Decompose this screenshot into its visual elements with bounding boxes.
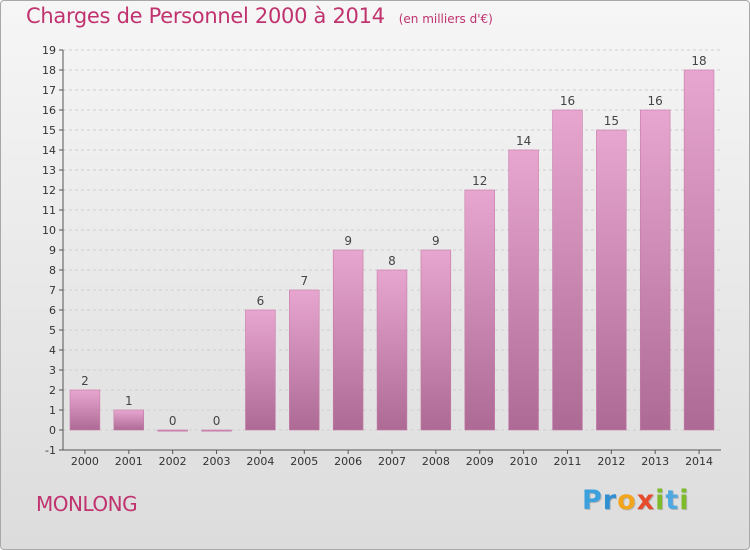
bar — [596, 129, 627, 431]
y-tick-label: 1 — [49, 404, 56, 417]
bar — [420, 249, 452, 431]
y-tick-label: 8 — [49, 264, 56, 277]
y-tick-label: 3 — [49, 364, 56, 377]
data-label: 0 — [213, 414, 221, 428]
data-label: 6 — [257, 294, 265, 308]
x-tick-label: 2011 — [553, 455, 581, 468]
x-tick-label: 2007 — [378, 455, 406, 468]
bar — [552, 109, 583, 431]
bar — [289, 289, 320, 431]
y-tick-label: 16 — [42, 104, 56, 117]
data-label: 7 — [300, 274, 308, 288]
logo-letter: r — [602, 485, 618, 516]
y-tick-label: 6 — [49, 304, 56, 317]
logo-letter: x — [636, 485, 656, 516]
y-tick-label: 19 — [42, 44, 56, 57]
bar — [639, 109, 671, 431]
bar — [245, 309, 276, 431]
y-tick-label: 13 — [42, 164, 56, 177]
x-tick-label: 2013 — [641, 455, 669, 468]
y-tick-label: 0 — [49, 424, 56, 437]
x-tick-label: 2008 — [422, 455, 450, 468]
bar — [201, 429, 232, 432]
y-tick-label: -1 — [45, 444, 56, 457]
y-tick-label: 5 — [49, 324, 56, 337]
bar — [464, 189, 495, 431]
logo-letter: i — [679, 485, 690, 516]
logo-letter: o — [617, 485, 637, 516]
data-label: 0 — [169, 414, 177, 428]
data-label: 1 — [125, 394, 133, 408]
data-label: 16 — [560, 94, 575, 108]
data-label: 16 — [648, 94, 663, 108]
data-label: 2 — [81, 374, 89, 388]
bar — [332, 249, 364, 431]
x-tick-label: 2014 — [685, 455, 713, 468]
x-tick-label: 2003 — [203, 455, 231, 468]
data-label: 9 — [432, 234, 440, 248]
y-tick-label: 14 — [42, 144, 56, 157]
x-tick-label: 2012 — [597, 455, 625, 468]
commune-name: MONLONG — [36, 492, 138, 516]
x-tick-label: 2002 — [159, 455, 187, 468]
y-tick-label: 9 — [49, 244, 56, 257]
proxiti-logo: Proxiti — [582, 485, 690, 516]
y-tick-label: 10 — [42, 224, 56, 237]
logo-letter: P — [582, 485, 603, 516]
x-tick-label: 2005 — [290, 455, 318, 468]
bar — [69, 389, 101, 431]
bar — [113, 409, 145, 431]
y-tick-label: 11 — [42, 204, 56, 217]
data-label: 15 — [604, 114, 619, 128]
y-tick-label: 12 — [42, 184, 56, 197]
data-label: 18 — [691, 54, 706, 68]
data-label: 14 — [516, 134, 531, 148]
bar — [508, 149, 539, 431]
logo-letter: i — [655, 485, 666, 516]
bar — [157, 429, 188, 432]
logo-letter: t — [665, 485, 680, 516]
data-label: 9 — [344, 234, 352, 248]
x-tick-label: 2006 — [334, 455, 362, 468]
y-tick-label: 2 — [49, 384, 56, 397]
x-tick-label: 2001 — [115, 455, 143, 468]
bar — [683, 69, 715, 431]
x-tick-label: 2004 — [246, 455, 274, 468]
chart-title: Charges de Personnel 2000 à 2014 — [26, 4, 385, 28]
y-tick-label: 18 — [42, 64, 56, 77]
chart-subtitle: (en milliers d'€) — [398, 12, 493, 26]
y-tick-label: 4 — [49, 344, 56, 357]
y-tick-label: 7 — [49, 284, 56, 297]
y-tick-label: 15 — [42, 124, 56, 137]
x-tick-label: 2000 — [71, 455, 99, 468]
bar — [376, 269, 408, 431]
x-tick-label: 2009 — [466, 455, 494, 468]
data-label: 8 — [388, 254, 396, 268]
y-tick-label: 17 — [42, 84, 56, 97]
data-label: 12 — [472, 174, 487, 188]
chart-title-row: Charges de Personnel 2000 à 2014 (en mill… — [26, 4, 493, 28]
x-tick-label: 2010 — [510, 455, 538, 468]
